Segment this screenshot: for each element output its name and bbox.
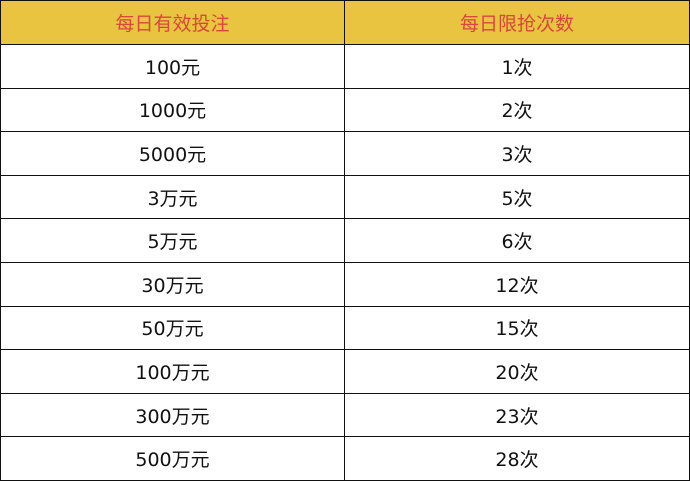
limit-count-cell: 12次: [344, 261, 690, 307]
bet-amount-cell: 3万元: [0, 174, 345, 220]
table-row: 5000元 3次: [0, 131, 690, 176]
table-row: 30万元 12次: [0, 261, 690, 307]
table-row: 300万元 23次: [0, 392, 690, 438]
header-daily-limit: 每日限抢次数: [344, 0, 690, 45]
bet-amount-cell: 500万元: [0, 436, 345, 481]
bet-amount-cell: 5000元: [0, 131, 345, 176]
header-row: 每日有效投注 每日限抢次数: [0, 0, 690, 45]
table-row: 50万元 15次: [0, 305, 690, 351]
limit-count-cell: 3次: [344, 131, 690, 176]
bet-amount-cell: 300万元: [0, 392, 345, 438]
bet-amount-cell: 100元: [0, 44, 345, 89]
limit-count-cell: 2次: [344, 87, 690, 133]
limit-count-cell: 23次: [344, 392, 690, 438]
table-row: 1000元 2次: [0, 87, 690, 133]
bet-amount-cell: 100万元: [0, 349, 345, 394]
bet-amount-cell: 5万元: [0, 218, 345, 263]
table-row: 5万元 6次: [0, 218, 690, 263]
limit-count-cell: 1次: [344, 44, 690, 89]
limit-count-cell: 20次: [344, 349, 690, 394]
bet-amount-cell: 50万元: [0, 305, 345, 351]
limit-count-cell: 15次: [344, 305, 690, 351]
table-row: 100万元 20次: [0, 349, 690, 394]
header-daily-bet: 每日有效投注: [0, 0, 345, 45]
table-row: 500万元 28次: [0, 436, 690, 481]
limit-count-cell: 6次: [344, 218, 690, 263]
limit-count-cell: 5次: [344, 174, 690, 220]
table-row: 100元 1次: [0, 44, 690, 89]
limit-count-cell: 28次: [344, 436, 690, 481]
bet-amount-cell: 1000元: [0, 87, 345, 133]
bet-amount-cell: 30万元: [0, 261, 345, 307]
table-row: 3万元 5次: [0, 174, 690, 220]
